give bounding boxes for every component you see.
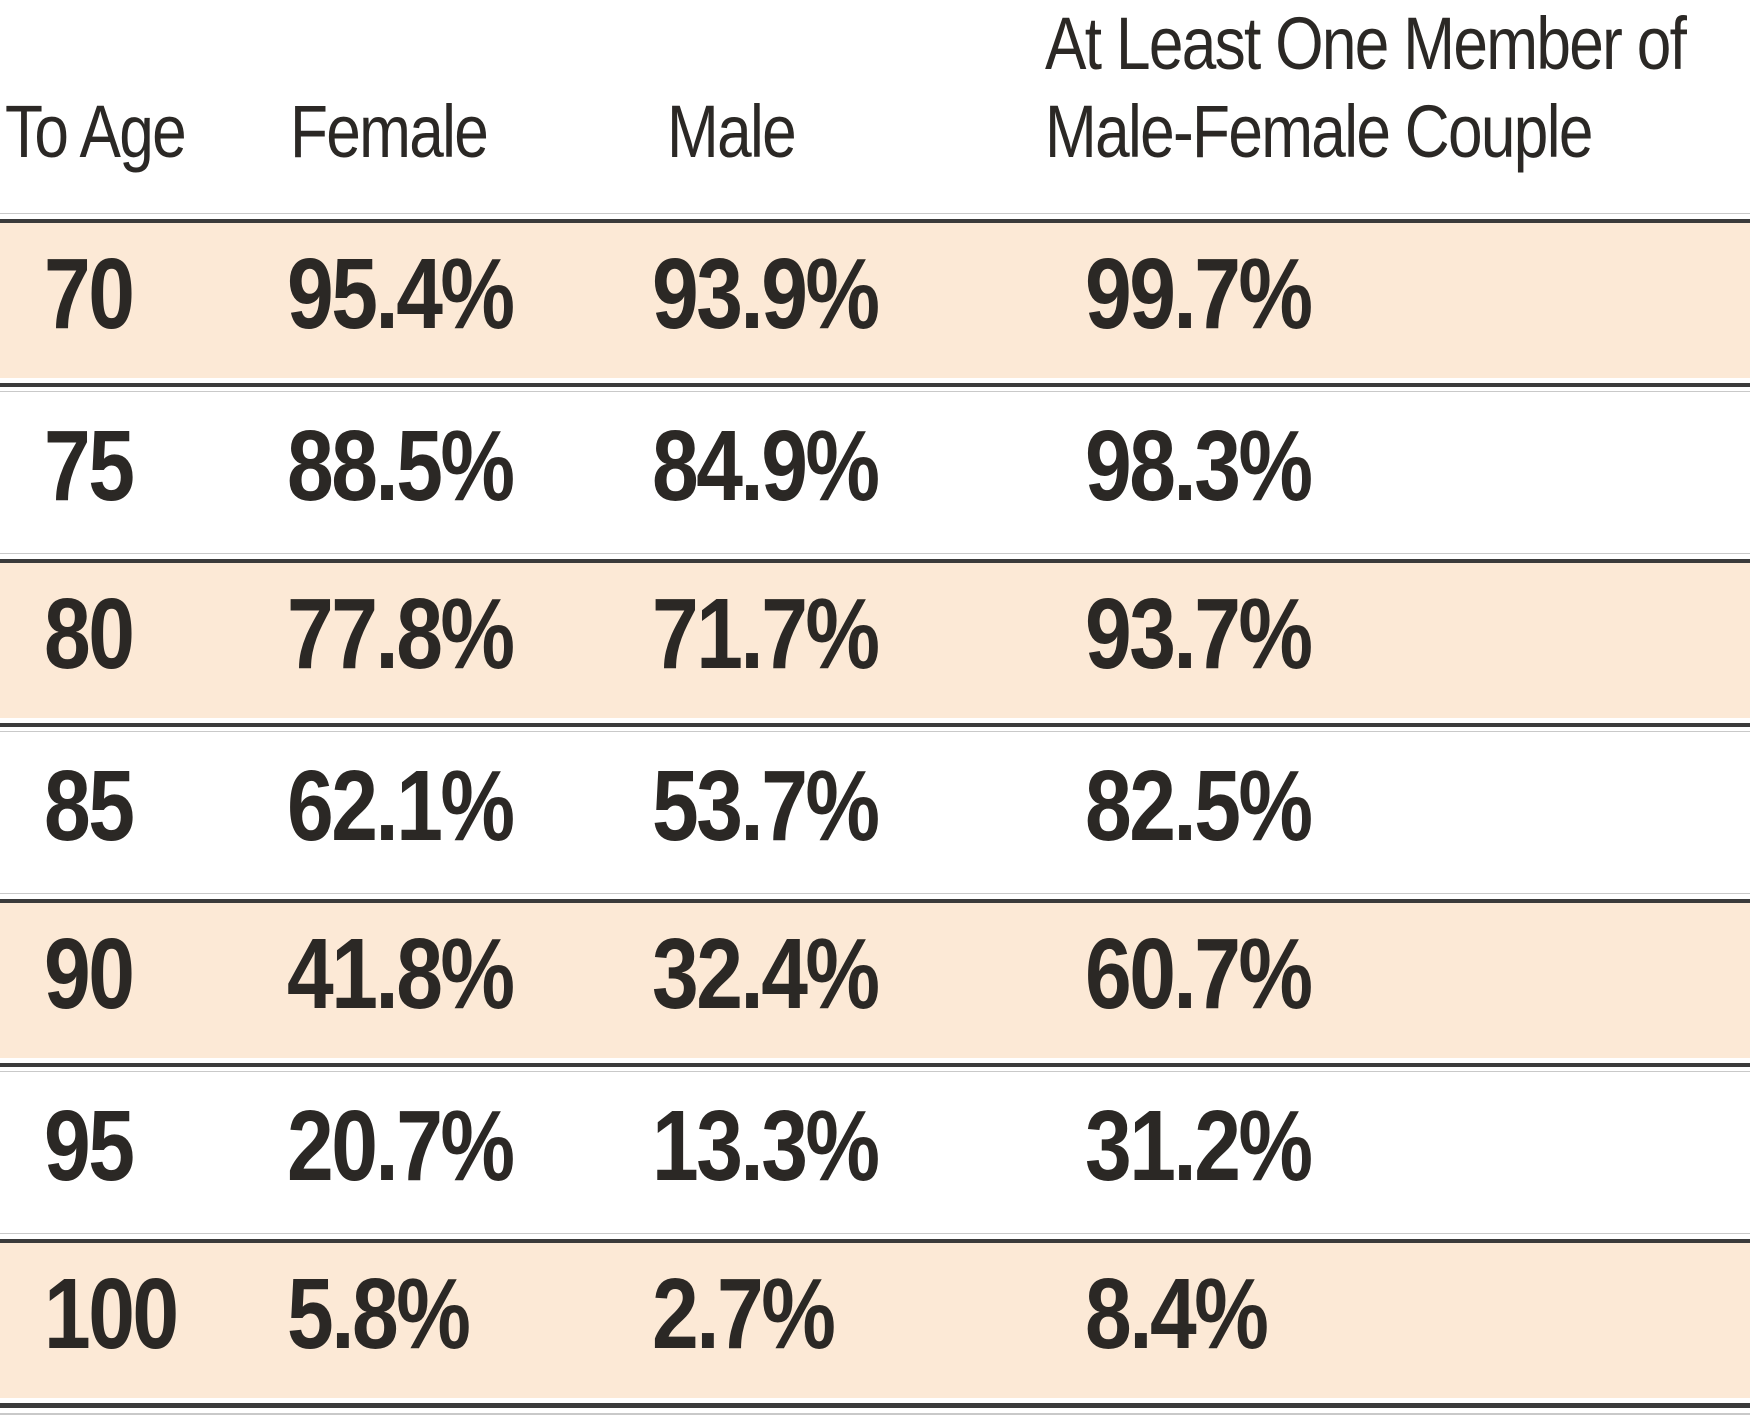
table-row: 90 41.8% 32.4% 60.7% [0, 903, 1756, 1058]
cell-to-age: 100 [44, 1258, 179, 1370]
cell-to-age: 90 [44, 918, 135, 1030]
cell-couple: 99.7% [1085, 238, 1313, 350]
table-row: 80 77.8% 71.7% 93.7% [0, 563, 1756, 718]
table-row: 100 5.8% 2.7% 8.4% [0, 1243, 1756, 1398]
row-separator [0, 1058, 1756, 1075]
table-row: 95 20.7% 13.3% 31.2% [0, 1075, 1756, 1230]
cell-female: 20.7% [287, 1090, 515, 1202]
row-separator [0, 1230, 1756, 1243]
cell-female: 88.5% [287, 410, 515, 522]
cell-male: 2.7% [652, 1258, 836, 1370]
column-header-couple-line1: At Least One Member of [1045, 2, 1687, 85]
table-header-row: To Age Female Male At Least One Member o… [0, 0, 1756, 210]
row-separator [0, 550, 1756, 563]
cell-male: 71.7% [652, 578, 880, 690]
cell-male: 32.4% [652, 918, 880, 1030]
cell-to-age: 85 [44, 750, 135, 862]
row-separator [0, 890, 1756, 903]
cell-couple: 31.2% [1085, 1090, 1313, 1202]
cell-male: 53.7% [652, 750, 880, 862]
cell-male: 13.3% [652, 1090, 880, 1202]
cell-female: 41.8% [287, 918, 515, 1030]
cell-female: 5.8% [287, 1258, 471, 1370]
cell-to-age: 95 [44, 1090, 135, 1202]
cell-female: 77.8% [287, 578, 515, 690]
cell-to-age: 70 [44, 238, 135, 350]
cell-couple: 60.7% [1085, 918, 1313, 1030]
column-header-to-age-label: To Age [5, 90, 187, 173]
table-row: 70 95.4% 93.9% 99.7% [0, 223, 1756, 378]
row-separator [0, 718, 1756, 735]
cell-female: 62.1% [287, 750, 515, 862]
table-row: 85 62.1% 53.7% 82.5% [0, 735, 1756, 890]
column-header-male-label: Male [667, 90, 797, 173]
column-header-female-label: Female [290, 90, 489, 173]
cell-male: 84.9% [652, 410, 880, 522]
cell-couple: 82.5% [1085, 750, 1313, 862]
column-header-female: Female [250, 88, 615, 176]
header-rule [0, 210, 1756, 223]
column-header-couple: At Least One Member of Male-Female Coupl… [1045, 0, 1756, 176]
cell-couple: 98.3% [1085, 410, 1313, 522]
table-bottom-rule [0, 1398, 1756, 1415]
cell-male: 93.9% [652, 238, 880, 350]
row-separator [0, 378, 1756, 395]
table-row: 75 88.5% 84.9% 98.3% [0, 395, 1756, 550]
cell-to-age: 80 [44, 578, 135, 690]
column-header-couple-line2: Male-Female Couple [1045, 90, 1593, 173]
column-header-to-age: To Age [0, 88, 250, 176]
cell-female: 95.4% [287, 238, 515, 350]
column-header-male: Male [615, 88, 1045, 176]
cell-couple: 93.7% [1085, 578, 1313, 690]
cell-to-age: 75 [44, 410, 135, 522]
cell-couple: 8.4% [1085, 1258, 1269, 1370]
